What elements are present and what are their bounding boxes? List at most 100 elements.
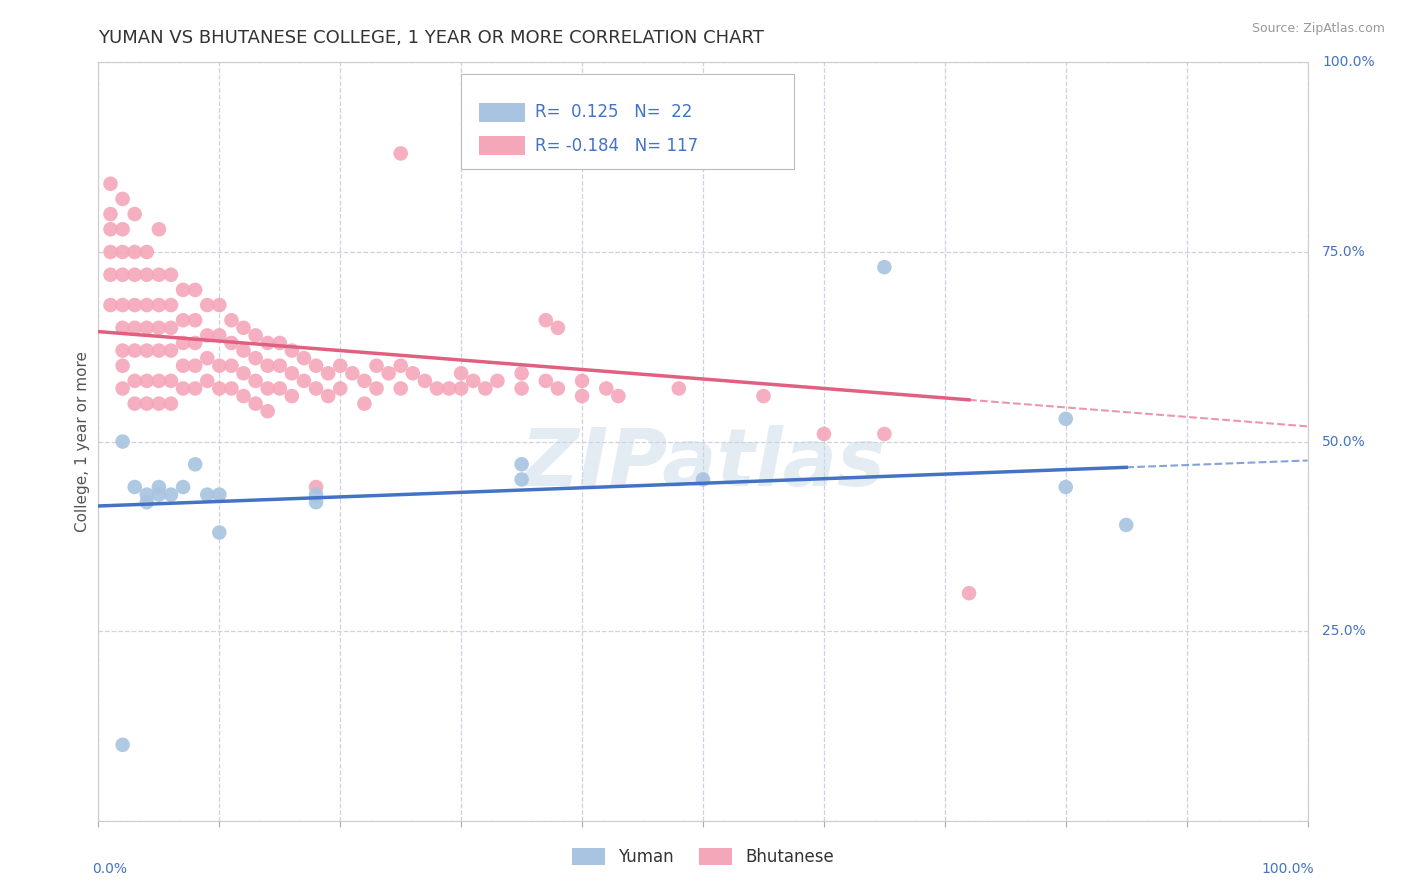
Point xyxy=(316,366,339,380)
Point xyxy=(148,343,170,358)
Text: YUMAN VS BHUTANESE COLLEGE, 1 YEAR OR MORE CORRELATION CHART: YUMAN VS BHUTANESE COLLEGE, 1 YEAR OR MO… xyxy=(98,29,765,47)
Text: Source: ZipAtlas.com: Source: ZipAtlas.com xyxy=(1251,22,1385,36)
Point xyxy=(510,382,533,396)
Point xyxy=(957,586,980,600)
Text: 75.0%: 75.0% xyxy=(1322,245,1365,259)
Point xyxy=(547,320,569,334)
Point xyxy=(353,396,375,410)
Point xyxy=(111,382,134,396)
Point xyxy=(292,374,315,388)
Text: 25.0%: 25.0% xyxy=(1322,624,1365,638)
Point xyxy=(135,374,157,388)
Point xyxy=(534,313,557,327)
Point xyxy=(221,382,243,396)
Point xyxy=(124,374,146,388)
Point xyxy=(135,487,157,501)
Point xyxy=(256,359,278,373)
Point xyxy=(256,335,278,350)
Point xyxy=(366,359,388,373)
Point xyxy=(571,374,593,388)
Point xyxy=(160,487,183,501)
Point xyxy=(208,382,231,396)
Point xyxy=(269,382,291,396)
Point xyxy=(100,222,122,236)
Point xyxy=(486,374,509,388)
Point xyxy=(124,207,146,221)
Point xyxy=(208,298,231,312)
Point xyxy=(305,359,328,373)
Point xyxy=(172,313,194,327)
Point xyxy=(256,382,278,396)
Point xyxy=(148,268,170,282)
Point xyxy=(124,396,146,410)
Point xyxy=(148,396,170,410)
Point xyxy=(547,382,569,396)
Point xyxy=(148,487,170,501)
Point xyxy=(111,738,134,752)
Legend: Yuman, Bhutanese: Yuman, Bhutanese xyxy=(565,841,841,873)
Text: 0.0%: 0.0% xyxy=(93,863,128,876)
Text: 100.0%: 100.0% xyxy=(1322,55,1375,70)
Point xyxy=(111,268,134,282)
Point xyxy=(195,328,218,343)
Point xyxy=(232,343,254,358)
Point xyxy=(245,351,267,366)
Point xyxy=(124,320,146,334)
Point xyxy=(256,404,278,418)
Point xyxy=(245,374,267,388)
Point xyxy=(389,359,412,373)
Point xyxy=(100,207,122,221)
Point xyxy=(100,177,122,191)
Point xyxy=(135,396,157,410)
Point xyxy=(195,351,218,366)
Point xyxy=(172,382,194,396)
Point xyxy=(184,313,207,327)
Point xyxy=(111,222,134,236)
Point xyxy=(184,335,207,350)
Point xyxy=(292,351,315,366)
Point xyxy=(100,244,122,259)
Point xyxy=(111,244,134,259)
Point xyxy=(353,374,375,388)
Point xyxy=(281,343,304,358)
Point xyxy=(160,298,183,312)
Point xyxy=(1054,480,1077,494)
FancyBboxPatch shape xyxy=(479,136,526,155)
Point xyxy=(413,374,436,388)
Point xyxy=(100,268,122,282)
Text: R= -0.184   N= 117: R= -0.184 N= 117 xyxy=(534,136,697,154)
Point xyxy=(195,298,218,312)
Point xyxy=(111,320,134,334)
Point xyxy=(172,335,194,350)
Point xyxy=(208,328,231,343)
Point xyxy=(474,382,496,396)
Point xyxy=(184,458,207,472)
Point xyxy=(160,374,183,388)
Point xyxy=(208,525,231,540)
FancyBboxPatch shape xyxy=(461,74,793,169)
Point xyxy=(607,389,630,403)
Point xyxy=(111,298,134,312)
Point xyxy=(366,382,388,396)
Point xyxy=(135,320,157,334)
Point xyxy=(232,366,254,380)
Point xyxy=(148,222,170,236)
Point xyxy=(124,298,146,312)
Point xyxy=(281,366,304,380)
Point xyxy=(124,480,146,494)
Point xyxy=(184,359,207,373)
Point xyxy=(692,473,714,487)
Point xyxy=(232,389,254,403)
Point xyxy=(305,495,328,509)
Point xyxy=(111,343,134,358)
Point xyxy=(571,389,593,403)
Point xyxy=(437,382,460,396)
Point xyxy=(124,268,146,282)
Point xyxy=(426,382,449,396)
Point xyxy=(221,313,243,327)
Point xyxy=(752,389,775,403)
Point xyxy=(148,374,170,388)
Point xyxy=(135,298,157,312)
Point xyxy=(813,427,835,442)
Point xyxy=(377,366,399,380)
